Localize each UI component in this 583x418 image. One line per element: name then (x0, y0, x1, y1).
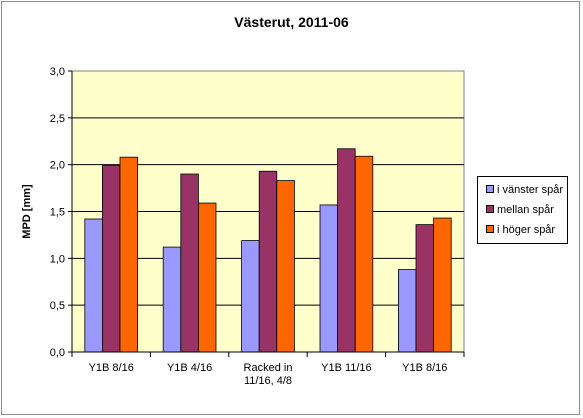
chart-title: Västerut, 2011-06 (234, 14, 349, 30)
bar-3-1 (119, 156, 139, 353)
x-tick-label: Y1B 4/16 (167, 362, 212, 374)
x-tick-label-line: Racked in (244, 362, 293, 374)
x-tick-label-line: Y1B 11/16 (321, 362, 372, 374)
bar-1-2 (162, 246, 182, 353)
y-tick-label: 2,0 (50, 160, 65, 172)
x-tick-label-line: Y1B 8/16 (89, 362, 134, 374)
bar-2-1 (102, 165, 121, 353)
x-tick-label-line: Y1B 8/16 (402, 362, 447, 374)
x-tick-label: Racked in 11/16, 4/8 (244, 362, 293, 387)
bar-1-1 (84, 218, 103, 353)
x-tick-label: Y1B 11/16 (321, 362, 372, 374)
legend-item-mellan: mellan spår (486, 203, 554, 217)
legend-label-vanster: i vänster spår (497, 184, 564, 196)
legend-label-hoger: i höger spår (497, 224, 556, 236)
x-axis-ticks: Y1B 8/16 Y1B 4/16 Racked in 11/16, 4/8 Y1B 1… (71, 352, 465, 387)
y-tick-label: 1,0 (50, 253, 65, 265)
bar-3-2 (197, 202, 217, 353)
y-tick-label: 0,0 (50, 347, 65, 359)
bar-2-4 (337, 148, 356, 353)
y-axis-label: MPD [mm] (21, 184, 33, 239)
legend: i vänster spår mellan spår i höger spår (477, 176, 568, 244)
bar-2-2 (180, 173, 199, 353)
bar-1-5 (397, 269, 417, 353)
bar-3-3 (276, 180, 295, 353)
legend-label-mellan: mellan spår (497, 204, 554, 216)
bar-3-4 (354, 155, 374, 353)
y-axis-ticks: 0,0 0,5 1,0 1,5 2,0 2,5 3,0 (50, 66, 464, 359)
bar-2-5 (415, 224, 435, 353)
bar-1-3 (241, 240, 260, 353)
legend-swatch-vanster (486, 185, 494, 194)
x-tick-label-line: 11/16, 4/8 (244, 375, 292, 387)
legend-item-vanster: i vänster spår (486, 183, 563, 197)
legend-swatch-hoger (486, 225, 494, 234)
bars (84, 148, 452, 353)
x-tick-label: Y1B 8/16 (89, 362, 134, 374)
bar-3-5 (433, 217, 452, 353)
y-tick-label: 0,5 (50, 300, 65, 312)
x-tick-label-line: Y1B 4/16 (167, 362, 212, 374)
y-tick-label: 3,0 (50, 66, 65, 78)
bar-2-3 (258, 170, 278, 353)
bar-1-4 (319, 204, 339, 353)
legend-item-hoger: i höger spår (486, 223, 555, 237)
x-tick-label: Y1B 8/16 (402, 362, 447, 374)
y-tick-label: 2,5 (50, 113, 65, 125)
y-tick-label: 1,5 (50, 207, 65, 219)
legend-swatch-mellan (486, 205, 494, 214)
